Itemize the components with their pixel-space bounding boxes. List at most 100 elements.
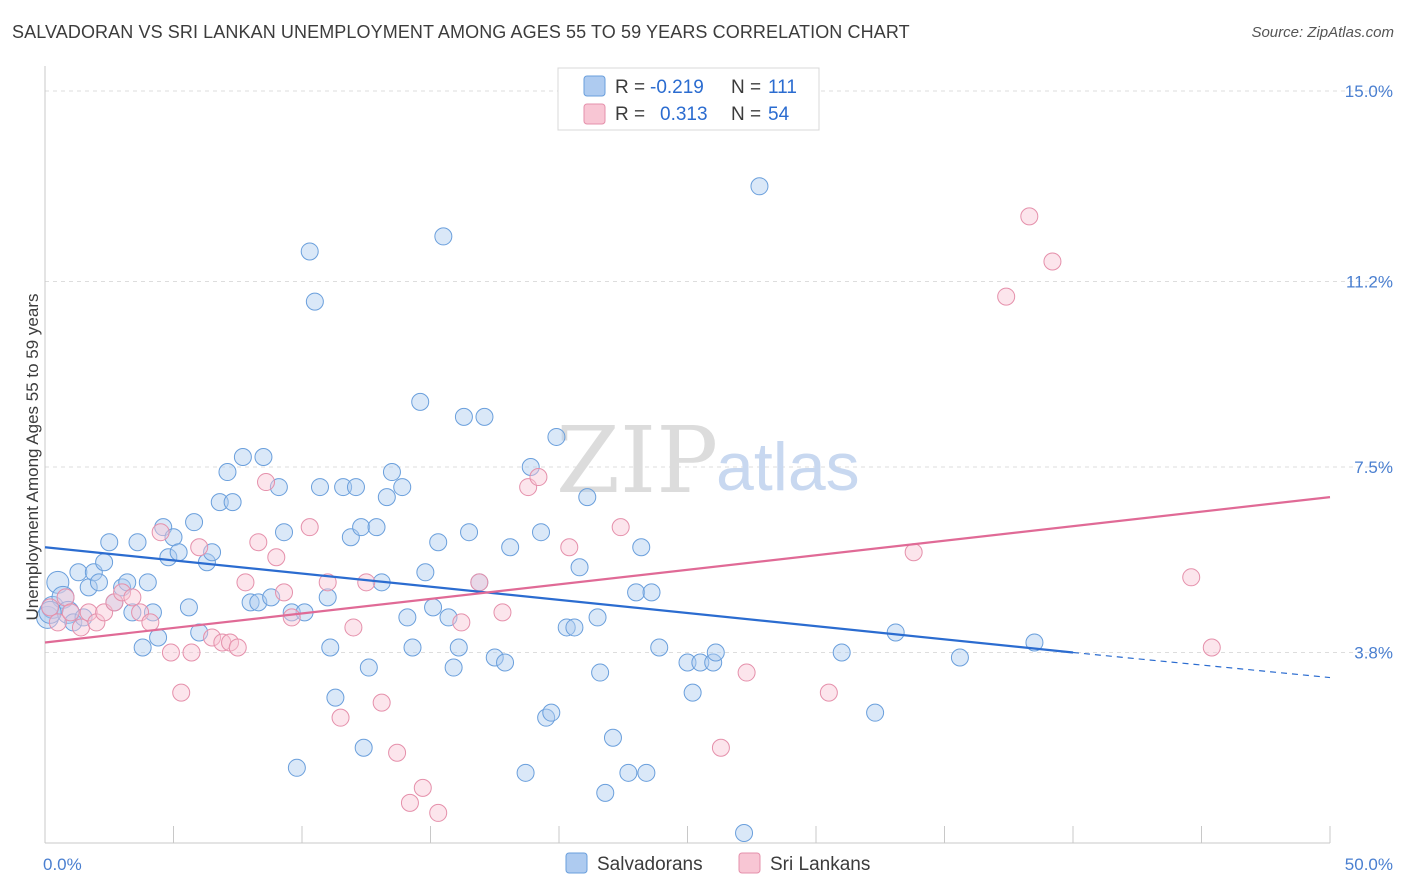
legend-r-value-1: -0.219 [650, 77, 704, 98]
srilankan-point-4 [71, 618, 90, 637]
salvadoran-point-21 [149, 628, 168, 647]
salvadoran-point-94 [632, 538, 651, 557]
srilankan-point-3 [61, 603, 80, 622]
salvadoran-point-54 [354, 738, 373, 757]
salvadoran-point-93 [627, 583, 646, 602]
srilankan-point-2 [56, 588, 75, 607]
srilankan-point-13 [151, 523, 170, 542]
legend-swatch-srilankans [583, 103, 606, 125]
salvadoran-point-49 [326, 688, 345, 707]
srilankan-point-22 [236, 573, 255, 592]
srilankan-point-24 [257, 473, 276, 492]
salvadoran-point-84 [557, 618, 576, 637]
y-axis-label: Unemployment Among Ages 55 to 59 years [23, 294, 42, 621]
salvadoran-point-78 [516, 763, 535, 782]
salvadoran-point-91 [603, 728, 622, 747]
srilankan-point-42 [529, 468, 548, 487]
legend-n-value-2: 54 [768, 104, 790, 125]
srilankan-point-51 [1043, 252, 1062, 271]
salvadoran-point-69 [444, 658, 463, 677]
salvadoran-point-41 [282, 603, 301, 622]
srilankan-point-37 [429, 803, 448, 822]
salvadoran-point-75 [485, 648, 504, 667]
x-tick-label-0: 0.0% [43, 855, 82, 874]
chart-title: SALVADORAN VS SRI LANKAN UNEMPLOYMENT AM… [12, 22, 910, 42]
watermark-atlas: atlas [716, 429, 860, 505]
salvadoran-point-23 [159, 548, 178, 567]
salvadoran-point-46 [310, 478, 329, 497]
salvadoran-point-92 [619, 763, 638, 782]
salvadoran-point-11 [95, 553, 114, 572]
salvadoran-point-33 [223, 493, 242, 512]
trend-lines [44, 496, 1331, 679]
legend-r-label-2: R = [615, 104, 645, 125]
salvadoran-point-83 [547, 427, 566, 446]
salvadoran-point-65 [424, 598, 443, 617]
bottom-legend-swatch-srilankans[interactable] [738, 852, 761, 874]
srilankan-point-14 [161, 643, 180, 662]
salvadoran-point-45 [305, 292, 324, 311]
bottom-legend-srilankans[interactable]: Sri Lankans [770, 854, 870, 875]
salvadorans-trend-line [44, 546, 1074, 654]
y-tick-label-0: 3.8% [1354, 644, 1393, 663]
watermark: ZIP atlas [556, 407, 860, 514]
srilankan-point-48 [904, 543, 923, 562]
salvadoran-point-25 [169, 543, 188, 562]
srilankan-point-16 [182, 643, 201, 662]
salvadoran-point-40 [275, 523, 294, 542]
srilankan-point-45 [711, 738, 730, 757]
salvadoran-point-106 [886, 623, 905, 642]
srilankan-point-15 [172, 683, 191, 702]
bottom-legend-salvadorans[interactable]: Salvadorans [597, 854, 703, 875]
legend-n-label-2: N = [731, 104, 761, 125]
salvadoran-point-80 [532, 523, 551, 542]
srilankan-point-17 [190, 538, 209, 557]
srilankan-point-9 [113, 583, 132, 602]
salvadoran-point-104 [832, 643, 851, 662]
salvadoran-point-96 [642, 583, 661, 602]
legend-swatch-salvadorans [583, 75, 606, 97]
srilankans-trend-line [44, 496, 1331, 644]
srilankan-point-39 [470, 573, 489, 592]
legend: R = -0.219 N = 111 R = 0.313 N = 54 [557, 67, 820, 131]
salvadoran-point-26 [179, 598, 198, 617]
salvadoran-point-108 [1025, 633, 1044, 652]
salvadoran-point-79 [521, 458, 540, 477]
srilankan-point-1 [48, 613, 67, 632]
salvadoran-point-53 [352, 518, 371, 537]
srilankan-point-27 [282, 608, 301, 627]
srilankan-point-38 [452, 613, 471, 632]
salvadoran-point-89 [591, 663, 610, 682]
srilankan-point-31 [344, 618, 363, 637]
salvadoran-point-95 [637, 763, 656, 782]
srilankan-point-50 [1020, 207, 1039, 226]
salvadoran-point-98 [678, 653, 697, 672]
salvadoran-point-81 [537, 708, 556, 727]
salvadoran-point-52 [346, 478, 365, 497]
salvadoran-point-97 [650, 638, 669, 657]
salvadoran-point-48 [321, 638, 340, 657]
srilankan-point-47 [819, 683, 838, 702]
srilankan-point-34 [388, 743, 407, 762]
bottom-legend: Salvadorans Sri Lankans [565, 852, 870, 875]
salvadoran-point-61 [398, 608, 417, 627]
salvadoran-point-35 [241, 593, 260, 612]
salvadoran-point-105 [866, 703, 885, 722]
salvadoran-point-58 [377, 488, 396, 507]
y-tick-label-1: 7.5% [1354, 458, 1393, 477]
salvadoran-point-19 [138, 573, 157, 592]
srilankan-point-28 [300, 518, 319, 537]
srilankans-points [41, 207, 1221, 822]
srilankan-point-18 [203, 628, 222, 647]
salvadoran-point-66 [429, 533, 448, 552]
salvadoran-point-55 [359, 658, 378, 677]
legend-n-value-1: 111 [768, 77, 797, 98]
salvadoran-point-72 [460, 523, 479, 542]
srilankan-point-49 [997, 287, 1016, 306]
source-label[interactable]: Source: ZipAtlas.com [1251, 24, 1394, 41]
salvadoran-point-70 [449, 638, 468, 657]
bottom-legend-swatch-salvadorans[interactable] [565, 852, 588, 874]
y-tick-label-2: 11.2% [1346, 273, 1393, 292]
salvadoran-point-99 [683, 683, 702, 702]
